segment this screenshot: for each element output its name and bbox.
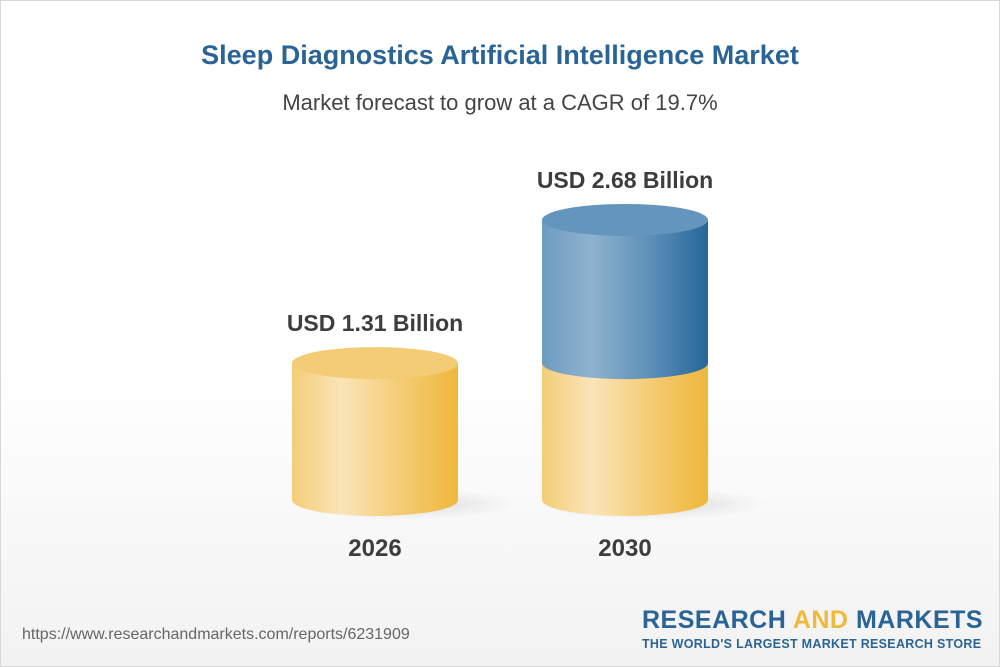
bar-2026-base-body: [292, 363, 458, 516]
category-label: 2026: [348, 535, 401, 562]
bar-2026-top: [292, 347, 458, 380]
bar-2030-base-body: [542, 363, 708, 516]
bar-2030-top: [542, 203, 708, 236]
bar-2030-growth-body: [542, 219, 708, 380]
report-url[interactable]: https://www.researchandmarkets.com/repor…: [22, 626, 410, 643]
category-label: 2030: [598, 535, 651, 562]
chart-title: Sleep Diagnostics Artificial Intelligenc…: [201, 40, 799, 70]
data-label: USD 1.31 Billion: [287, 310, 463, 336]
data-label: USD 2.68 Billion: [537, 167, 713, 193]
chart-subtitle: Market forecast to grow at a CAGR of 19.…: [282, 90, 718, 115]
research-and-markets-logo: RESEARCH AND MARKETS THE WORLD'S LARGEST…: [642, 606, 984, 651]
